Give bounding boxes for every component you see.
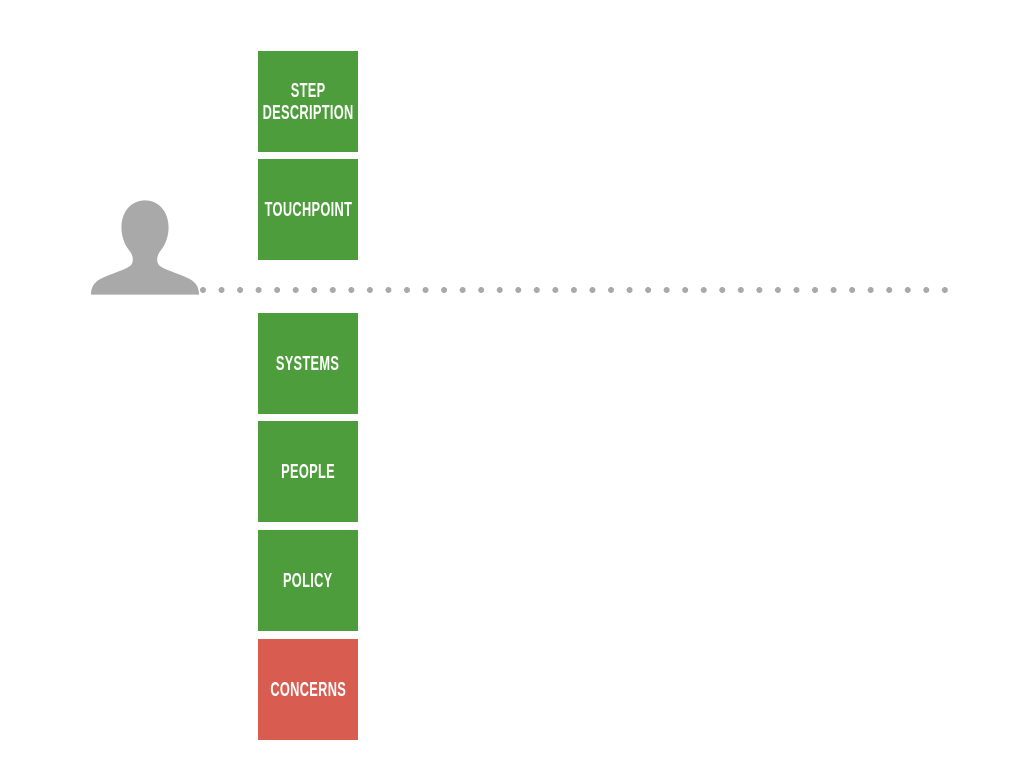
- row-header-step-description: STEP DESCRIPTION: [258, 51, 358, 152]
- row-label-concerns: CONCERNS: [270, 678, 346, 701]
- dotted-timeline: [200, 287, 952, 293]
- row-label-systems: SYSTEMS: [276, 352, 340, 375]
- row-header-touchpoint: TOUCHPOINT: [258, 159, 358, 260]
- row-label-touchpoint: TOUCHPOINT: [264, 198, 352, 221]
- row-header-systems: SYSTEMS: [258, 313, 358, 414]
- row-header-policy: POLICY: [258, 530, 358, 631]
- row-header-people: PEOPLE: [258, 421, 358, 522]
- user-silhouette-icon: [91, 200, 199, 295]
- row-header-concerns: CONCERNS: [258, 639, 358, 740]
- row-label-people: PEOPLE: [281, 460, 335, 483]
- row-label-policy: POLICY: [283, 569, 333, 592]
- row-label-step-description: STEP DESCRIPTION: [262, 79, 354, 124]
